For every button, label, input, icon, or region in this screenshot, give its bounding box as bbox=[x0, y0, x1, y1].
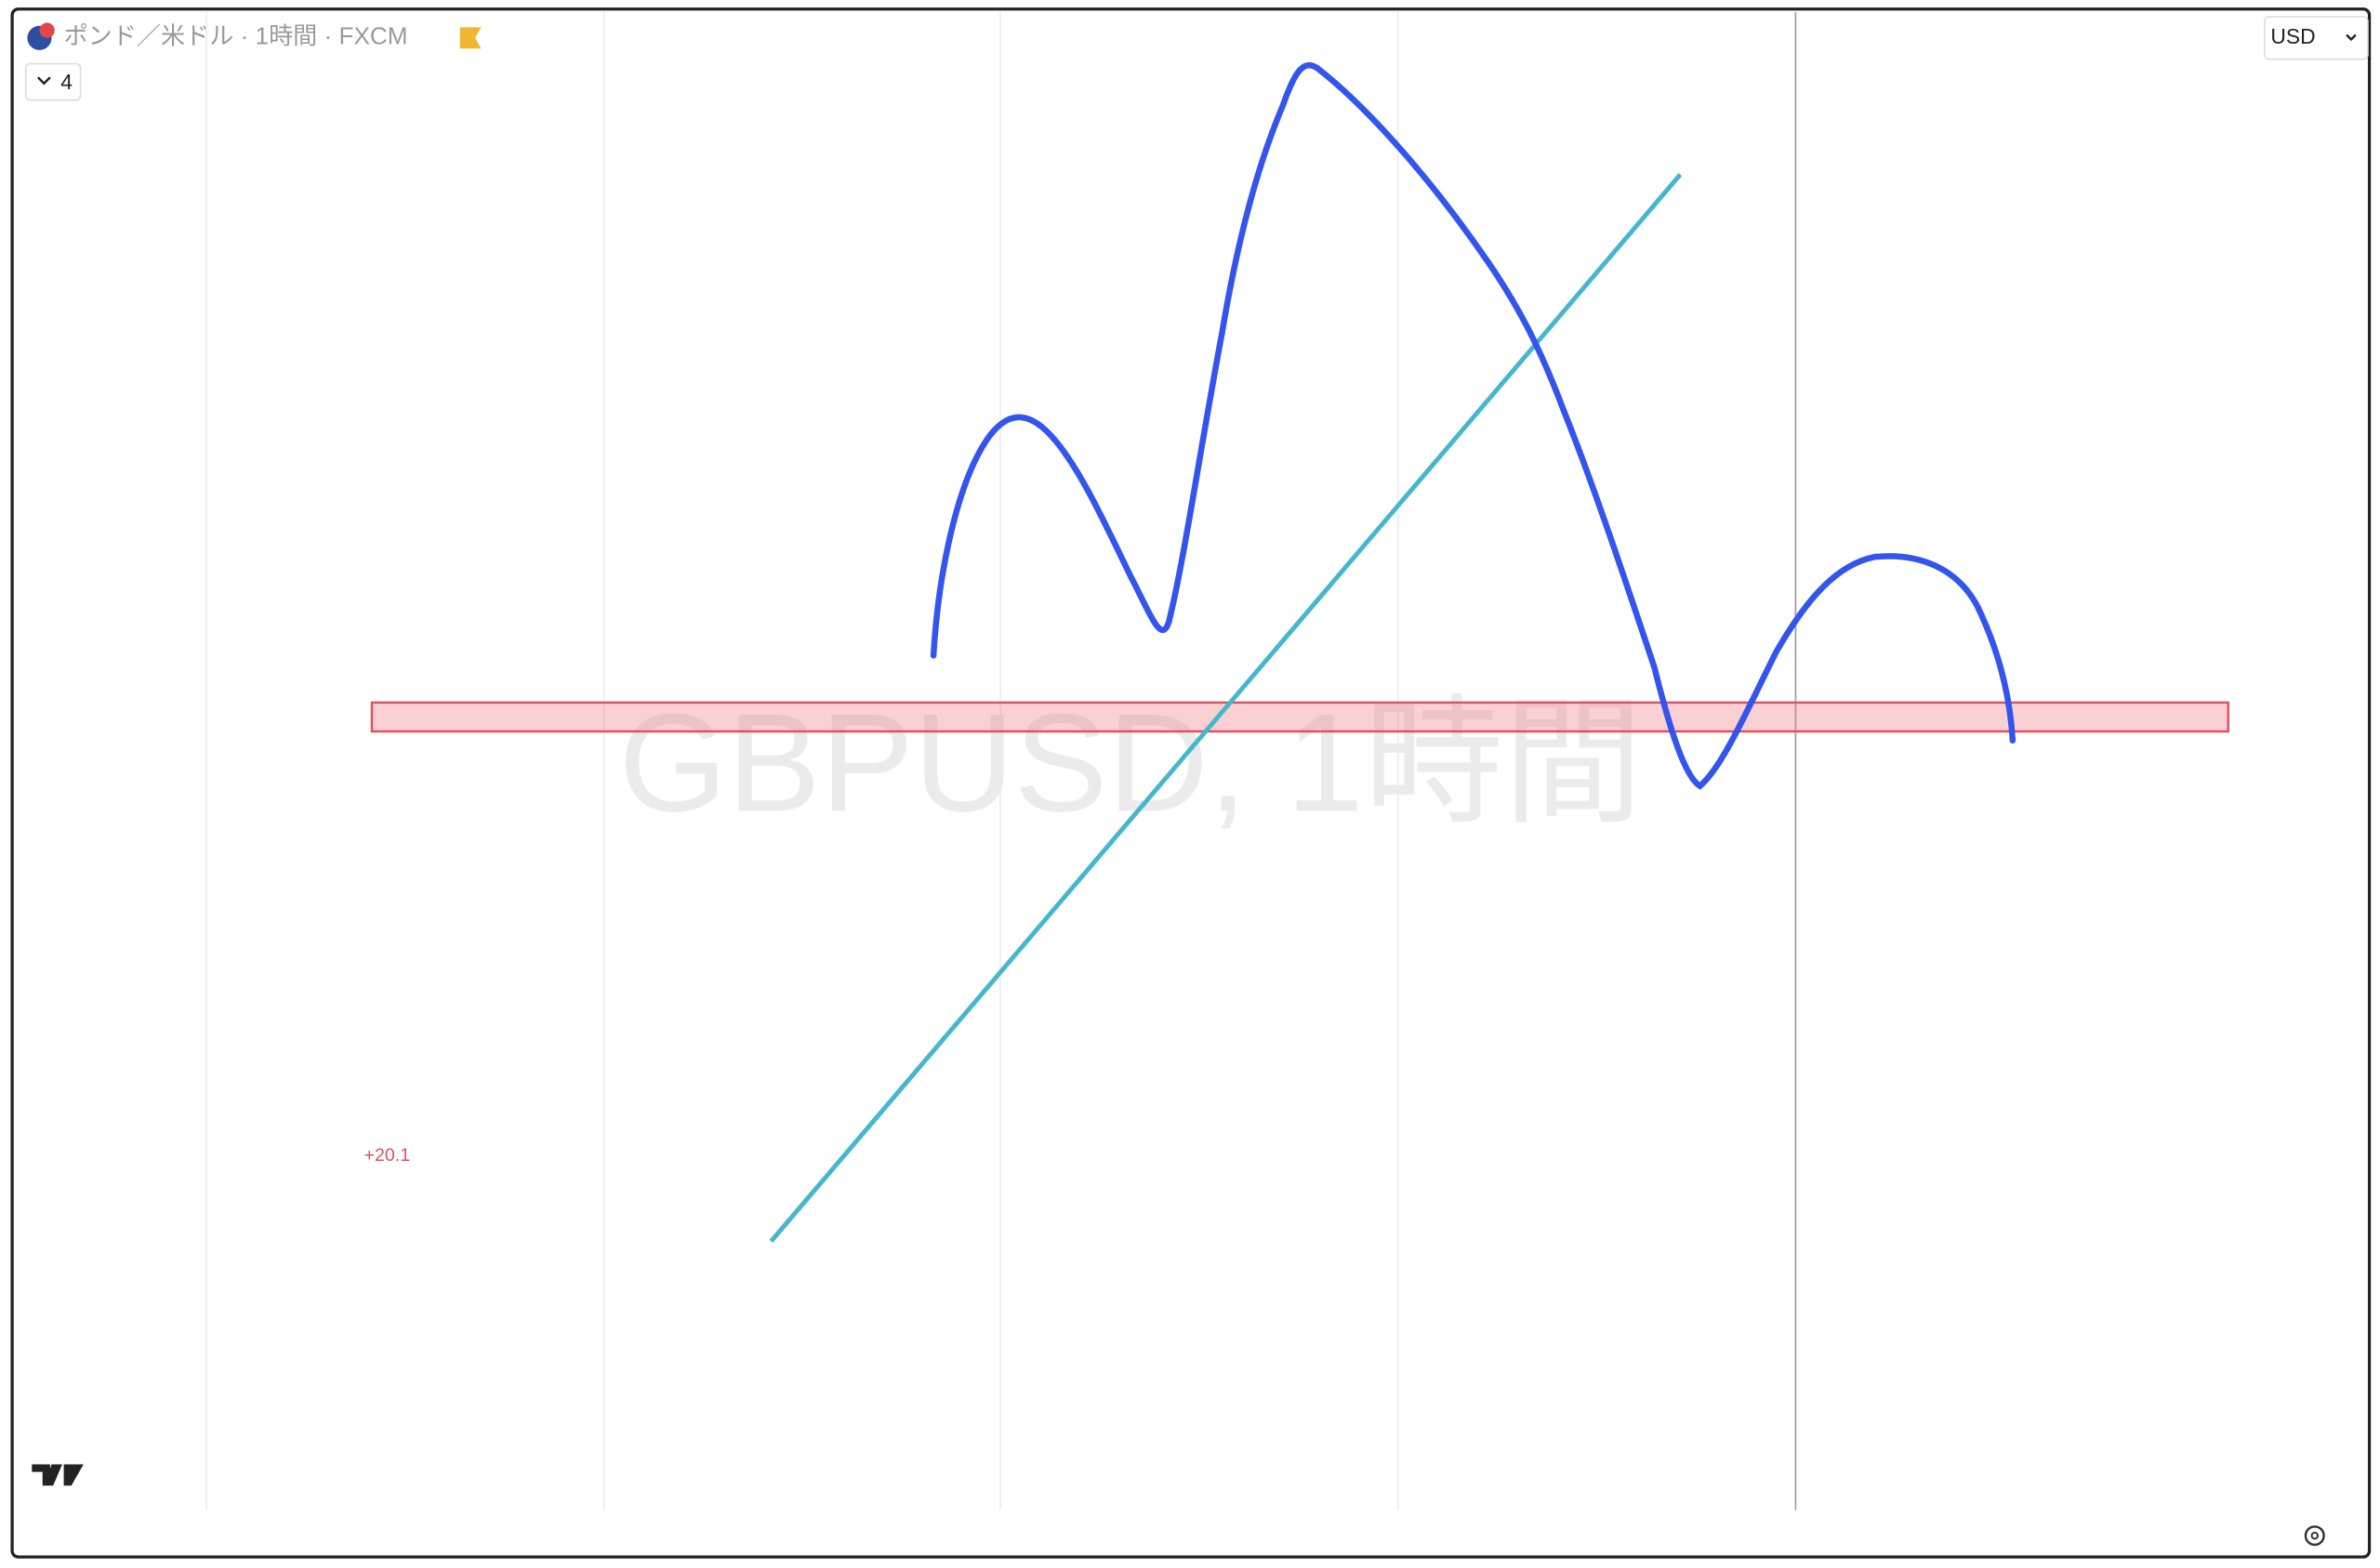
pattern-drawing bbox=[930, 62, 2016, 790]
trend-line bbox=[769, 173, 1683, 1244]
currency-button[interactable] bbox=[2264, 16, 2369, 60]
settings-icon bbox=[2310, 1531, 2320, 1540]
currency-label: USD bbox=[2270, 24, 2315, 48]
indicator-toggle[interactable] bbox=[24, 62, 82, 101]
watermark: GBPUSD, 1時間 bbox=[619, 684, 1644, 840]
chevron bbox=[36, 76, 51, 86]
flag-marker bbox=[459, 27, 482, 49]
flag-icon bbox=[39, 22, 55, 38]
frame bbox=[10, 7, 2372, 1559]
indicator-count: 4 bbox=[60, 70, 73, 94]
chevron bbox=[2346, 33, 2357, 42]
tradingview-logo[interactable] bbox=[32, 1464, 84, 1486]
symbol-title: ポンド／米ドル · 1時間 · FXCM bbox=[64, 22, 408, 50]
day-grid bbox=[205, 12, 1797, 1510]
zone-rectangle bbox=[370, 701, 2229, 733]
settings-button[interactable] bbox=[2304, 1525, 2325, 1547]
annotation: +20.1 bbox=[364, 1145, 411, 1166]
